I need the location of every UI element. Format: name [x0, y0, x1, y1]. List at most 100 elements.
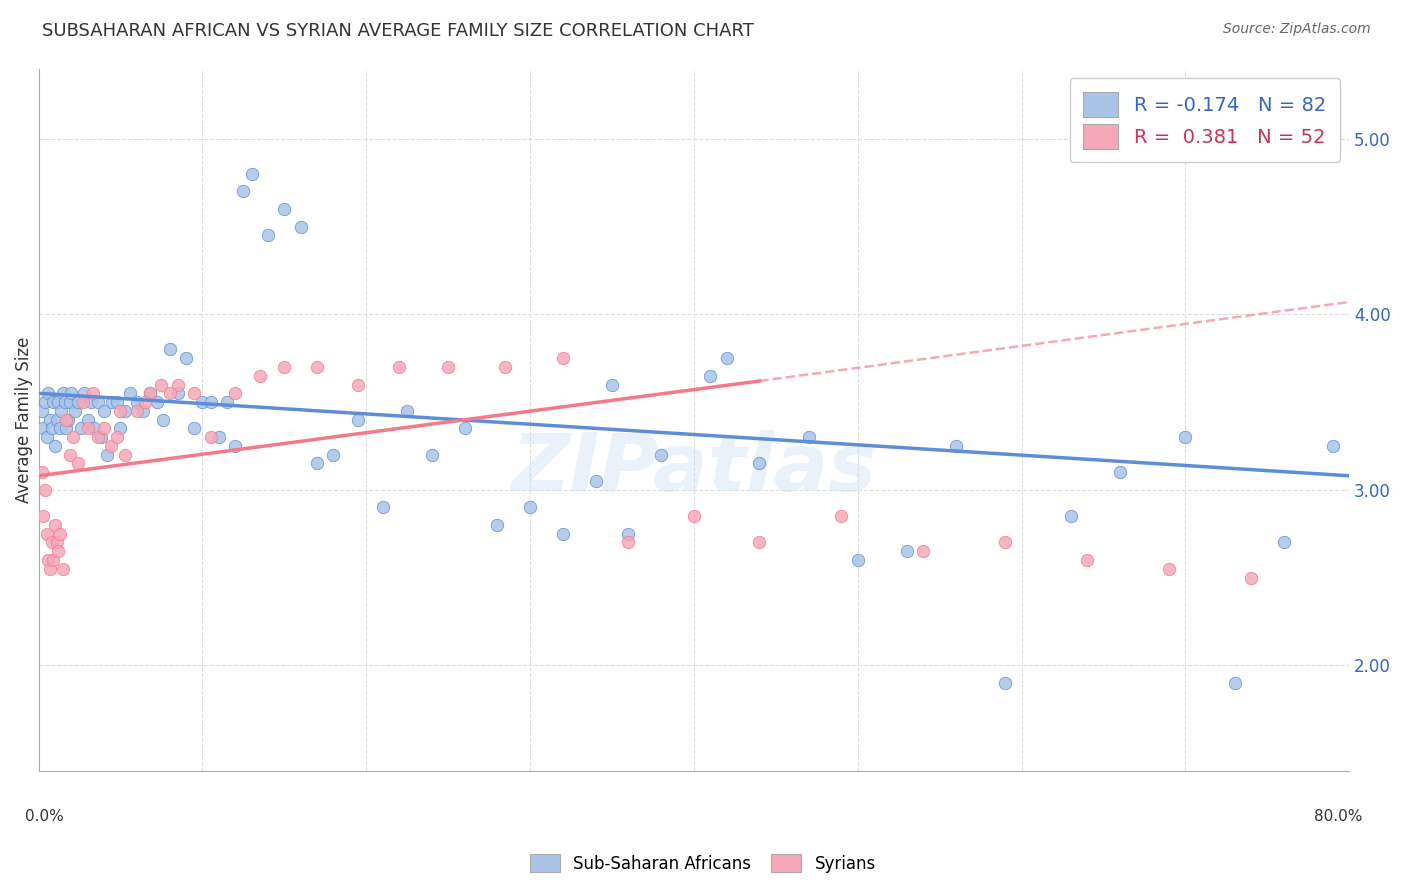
Point [60, 386, 83, 401]
Point [585, 474, 607, 488]
Point [240, 167, 263, 181]
Point [32, 509, 55, 524]
Point [166, 377, 188, 392]
Point [83, 421, 105, 435]
Point [396, 404, 419, 418]
Point [388, 359, 411, 374]
Point [519, 500, 541, 515]
Point [232, 185, 254, 199]
Point [35, 430, 58, 444]
Text: Source: ZipAtlas.com: Source: ZipAtlas.com [1223, 22, 1371, 37]
Point [39, 562, 62, 576]
Point [371, 500, 394, 515]
Point [86, 430, 108, 444]
Point [66, 457, 89, 471]
Point [551, 351, 574, 366]
Point [49, 421, 72, 435]
Point [76, 412, 98, 426]
Point [86, 395, 108, 409]
Text: ZIPatlas: ZIPatlas [512, 430, 876, 508]
Point [82, 386, 104, 401]
Point [650, 448, 672, 462]
Point [41, 535, 63, 549]
Point [34, 483, 56, 497]
Point [174, 351, 197, 366]
Point [183, 386, 205, 401]
Point [1174, 430, 1197, 444]
Point [59, 448, 82, 462]
Point [191, 395, 214, 409]
Point [945, 439, 967, 453]
Point [45, 535, 67, 549]
Point [120, 386, 142, 401]
Point [52, 386, 75, 401]
Legend: R = -0.174   N = 82, R =  0.381   N = 52: R = -0.174 N = 82, R = 0.381 N = 52 [1070, 78, 1340, 162]
Point [72, 395, 94, 409]
Point [290, 219, 312, 234]
Point [49, 526, 72, 541]
Point [912, 544, 935, 558]
Legend: Sub-Saharan Africans, Syrians: Sub-Saharan Africans, Syrians [523, 847, 883, 880]
Point [101, 395, 124, 409]
Point [453, 421, 475, 435]
Point [249, 368, 271, 383]
Point [166, 386, 188, 401]
Point [159, 343, 181, 357]
Point [52, 562, 75, 576]
Point [62, 430, 84, 444]
Point [224, 386, 246, 401]
Point [114, 448, 136, 462]
Point [748, 535, 770, 549]
Point [55, 421, 77, 435]
Point [76, 421, 98, 435]
Point [55, 412, 77, 426]
Point [200, 430, 222, 444]
Point [1272, 535, 1295, 549]
Point [617, 526, 640, 541]
Point [273, 359, 295, 374]
Point [93, 421, 115, 435]
Point [41, 421, 63, 435]
Point [110, 404, 132, 418]
Point [53, 395, 76, 409]
Point [35, 526, 58, 541]
Point [1157, 562, 1180, 576]
Point [139, 386, 162, 401]
Point [1322, 439, 1344, 453]
Point [257, 228, 280, 243]
Point [134, 395, 156, 409]
Point [66, 395, 89, 409]
Point [105, 395, 128, 409]
Point [994, 676, 1017, 690]
Point [420, 448, 443, 462]
Point [44, 439, 66, 453]
Y-axis label: Average Family Size: Average Family Size [15, 336, 32, 503]
Point [347, 377, 370, 392]
Point [42, 553, 65, 567]
Point [617, 535, 640, 549]
Point [145, 395, 167, 409]
Point [215, 395, 238, 409]
Point [183, 421, 205, 435]
Point [600, 377, 623, 392]
Point [150, 377, 173, 392]
Point [37, 386, 59, 401]
Point [46, 544, 69, 558]
Point [551, 526, 574, 541]
Point [37, 553, 59, 567]
Point [93, 404, 115, 418]
Point [716, 351, 738, 366]
Point [1240, 571, 1263, 585]
Point [51, 404, 73, 418]
Text: 80.0%: 80.0% [1315, 809, 1362, 824]
Point [114, 404, 136, 418]
Point [322, 448, 344, 462]
Point [1223, 676, 1246, 690]
Point [42, 395, 65, 409]
Point [31, 404, 53, 418]
Point [748, 457, 770, 471]
Point [132, 404, 155, 418]
Text: SUBSAHARAN AFRICAN VS SYRIAN AVERAGE FAMILY SIZE CORRELATION CHART: SUBSAHARAN AFRICAN VS SYRIAN AVERAGE FAM… [42, 22, 754, 40]
Point [70, 421, 93, 435]
Text: 0.0%: 0.0% [25, 809, 65, 824]
